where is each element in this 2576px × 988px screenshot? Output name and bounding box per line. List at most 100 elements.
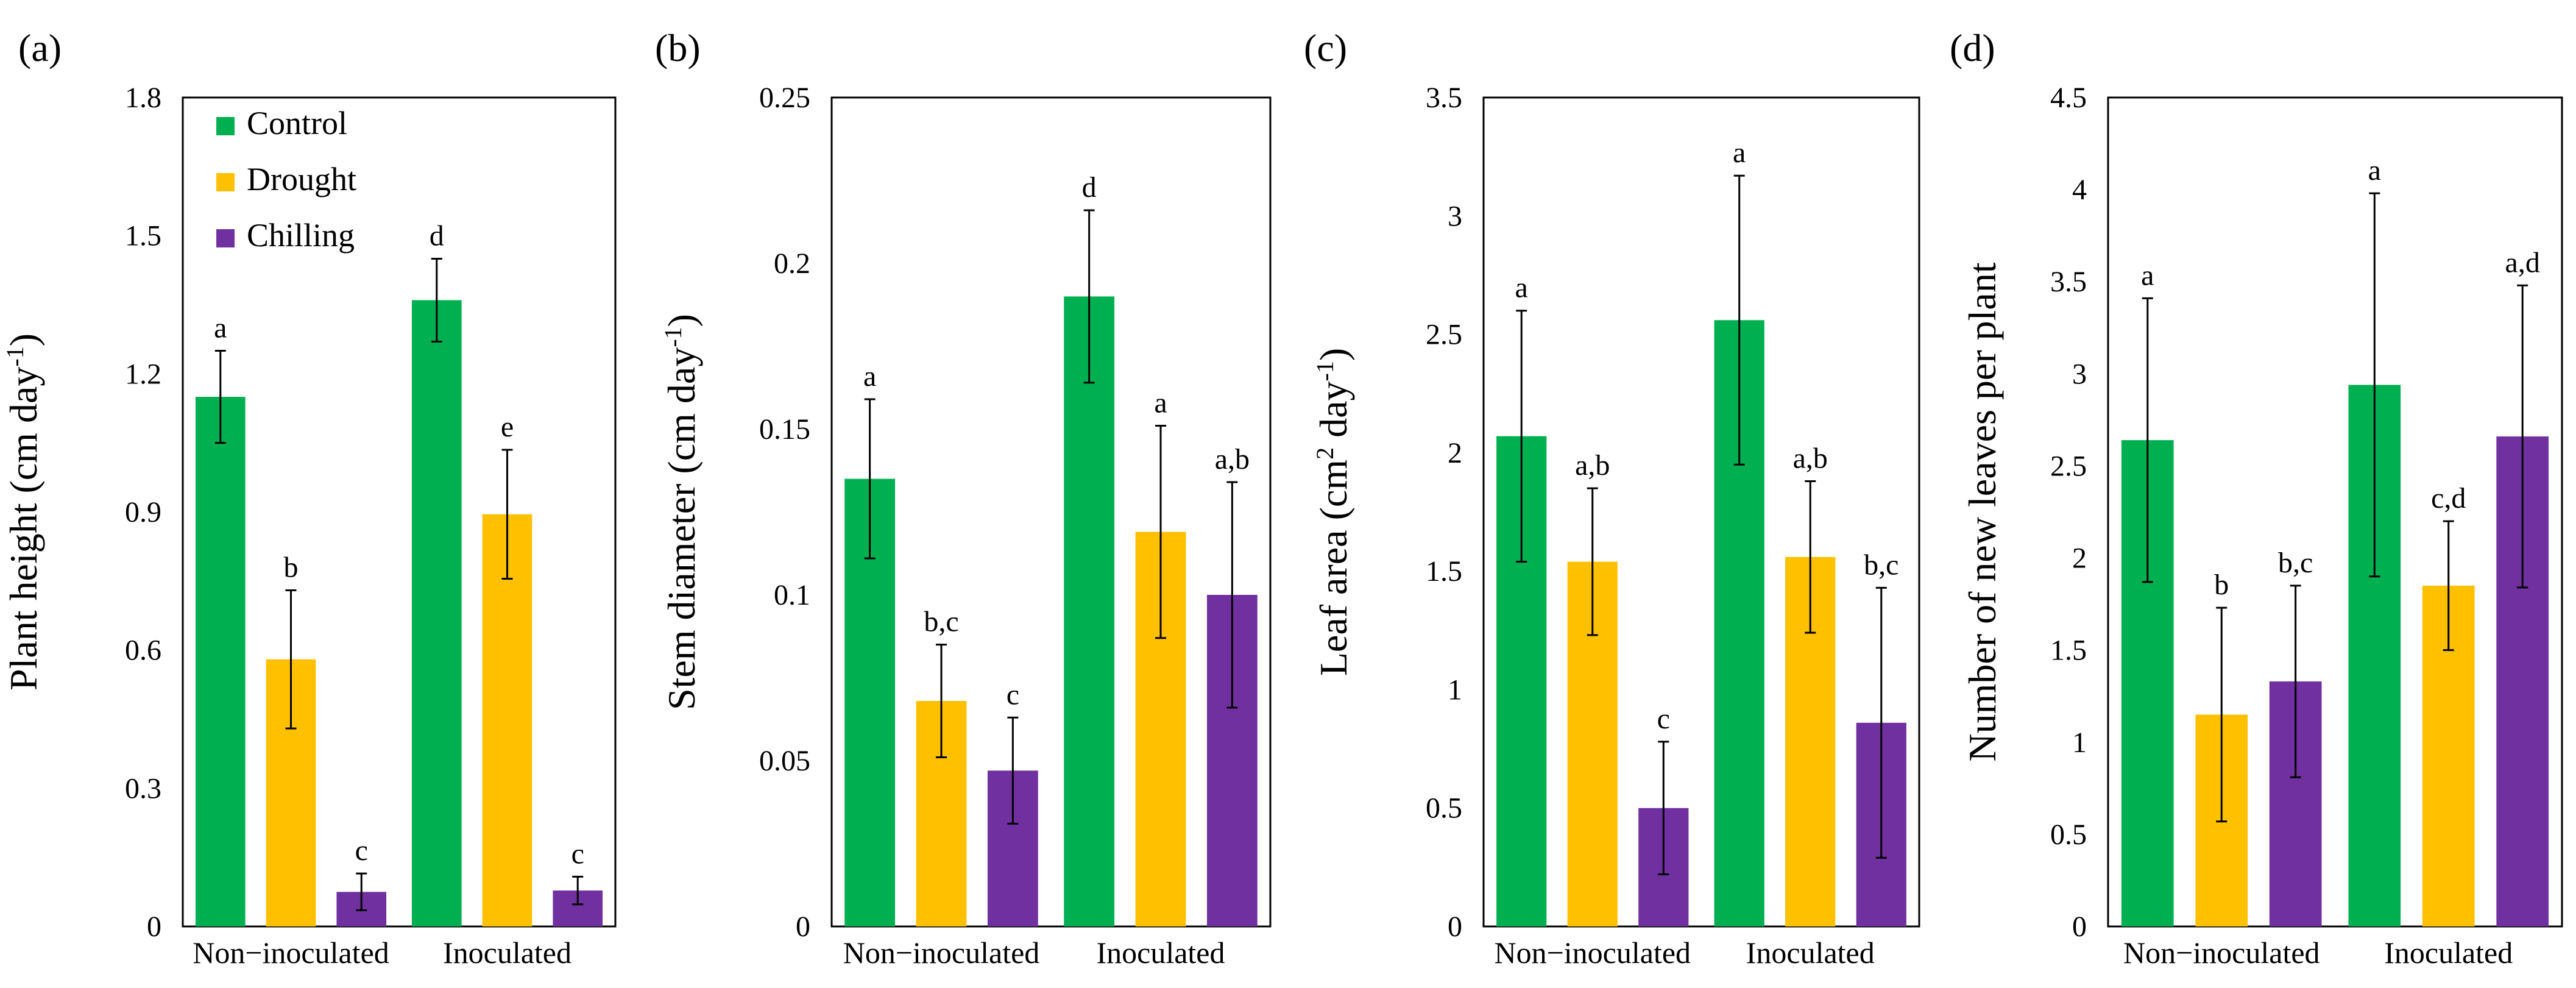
ylabel-sup: -1 — [659, 327, 687, 347]
legend-item-control: Control — [216, 105, 347, 141]
y-tick-label: 2.5 — [1426, 319, 1462, 351]
ylabel-tail2: ) — [1312, 348, 1355, 361]
category-label-inoculated: Inoculated — [1096, 936, 1225, 970]
y-tick-label: 2 — [1448, 437, 1462, 469]
legend-swatch — [216, 117, 235, 135]
category-label-inoculated: Inoculated — [2384, 936, 2513, 970]
significance-label: a,b — [1575, 449, 1610, 482]
y-tick-label: 0.2 — [774, 247, 810, 280]
y-tick-label: 1.2 — [125, 358, 161, 390]
significance-label: d — [430, 219, 444, 252]
legend-label: Control — [247, 105, 347, 141]
ylabel-sup2: -1 — [1311, 361, 1339, 381]
y-tick-label: 0.05 — [759, 745, 810, 777]
ylabel: Number of new leaves per plant — [1961, 262, 2004, 761]
ylabel: Plant height (cm day — [2, 367, 45, 691]
significance-label: c — [571, 837, 584, 870]
y-axis-label: Number of new leaves per plant — [1961, 262, 2004, 761]
significance-label: a,d — [2505, 246, 2540, 279]
category-label-non-inoculated: Non−inoculated — [193, 936, 389, 970]
y-tick-label: 4 — [2072, 174, 2087, 206]
significance-label: c,d — [2431, 482, 2466, 514]
panel-d: (d) 0 0.5 1 1.5 2 2.5 3 3.5 4 4.5 Number of new lea… — [1950, 26, 2563, 970]
significance-label: a — [1154, 387, 1167, 419]
legend-label: Chilling — [247, 217, 355, 254]
y-tick-label: 3.5 — [2050, 266, 2087, 298]
y-tick-label: 0.3 — [125, 772, 161, 805]
panel-label: (a) — [18, 26, 62, 69]
category-label-inoculated: Inoculated — [1746, 936, 1875, 970]
y-tick-label: 2 — [2072, 542, 2087, 575]
y-tick-label: 3 — [1448, 200, 1462, 232]
y-tick-label: 0.9 — [125, 496, 161, 528]
significance-label: c — [1007, 678, 1019, 711]
legend-swatch — [216, 229, 235, 247]
y-tick-label: 3 — [2072, 358, 2087, 390]
significance-label: a — [863, 360, 876, 393]
significance-label: d — [1082, 171, 1097, 204]
significance-label: a,b — [1793, 442, 1828, 474]
significance-label: b,c — [2278, 547, 2313, 579]
panels: (a) 0 0.3 0.6 0.9 1.2 1.5 1.8 Plant height (cm d… — [1, 26, 2563, 970]
significance-label: a — [1733, 137, 1746, 169]
ylabel: Leaf area (cm — [1312, 460, 1355, 676]
category-label-non-inoculated: Non−inoculated — [2123, 936, 2320, 970]
y-axis-label: Plant height (cm day-1) — [1, 333, 45, 691]
y-tick-label: 0.15 — [759, 413, 810, 446]
significance-label: a,b — [1215, 443, 1250, 475]
ylabel-tail: ) — [2, 333, 45, 346]
bar-control-inoculated — [1064, 296, 1115, 926]
plot-frame — [830, 96, 1272, 928]
y-tick-label: 1 — [2072, 727, 2087, 759]
legend-swatch — [216, 173, 235, 191]
ylabel: Stem diameter (cm day — [660, 347, 703, 710]
y-tick-label: 0.25 — [759, 82, 810, 114]
y-tick-label: 0.6 — [125, 634, 161, 667]
y-axis-label: Leaf area (cm2 day-1) — [1311, 348, 1355, 676]
y-tick-label: 2.5 — [2050, 450, 2087, 482]
panel-label: (d) — [1950, 26, 1995, 69]
panel-b: (b) 0 0.05 0.1 0.15 0.2 0.25 Stem diameter (cm … — [655, 26, 1272, 970]
y-tick-label: 0 — [1448, 911, 1462, 943]
plot-frame — [182, 96, 617, 928]
ylabel-tail: day — [1312, 381, 1355, 447]
y-tick-label: 1.5 — [1426, 555, 1462, 588]
y-tick-label: 4.5 — [2050, 82, 2087, 114]
y-tick-label: 0 — [147, 911, 161, 943]
y-tick-label: 1.8 — [125, 82, 161, 114]
y-axis-label: Stem diameter (cm day-1) — [659, 314, 703, 710]
significance-label: b — [284, 551, 299, 583]
significance-label: c — [1657, 703, 1670, 735]
y-tick-label: 0.1 — [774, 579, 810, 611]
bar-control-inoculated — [411, 300, 462, 926]
panel-a: (a) 0 0.3 0.6 0.9 1.2 1.5 1.8 Plant height (cm d… — [1, 26, 617, 970]
significance-label: b — [2214, 569, 2229, 601]
significance-label: a — [214, 312, 227, 344]
significance-label: e — [501, 411, 514, 443]
panel-label: (c) — [1304, 26, 1347, 69]
significance-label: a — [2368, 154, 2381, 187]
category-label-non-inoculated: Non−inoculated — [843, 936, 1040, 970]
legend-label: Drought — [247, 161, 356, 197]
y-tick-label: 1.5 — [125, 220, 161, 252]
ylabel-tail: ) — [660, 314, 703, 327]
panel-label: (b) — [655, 26, 701, 69]
y-tick-label: 0.5 — [2050, 819, 2087, 851]
significance-label: a — [1515, 272, 1528, 304]
significance-label: a — [2141, 259, 2154, 291]
legend: Control Drought Chilling — [216, 105, 356, 254]
y-tick-label: 0.5 — [1426, 792, 1462, 825]
plot-frame — [2107, 96, 2563, 928]
legend-item-drought: Drought — [216, 161, 356, 197]
legend-item-chilling: Chilling — [216, 217, 355, 254]
bar-control-non-inoculated — [195, 397, 246, 926]
y-tick-label: 0 — [796, 911, 810, 943]
plot-frame — [1482, 96, 1920, 928]
y-tick-label: 0 — [2072, 911, 2087, 943]
y-tick-label: 1 — [1448, 673, 1462, 706]
ylabel-sup: 2 — [1311, 447, 1339, 460]
y-tick-label: 3.5 — [1426, 82, 1462, 114]
bar-drought-inoculated — [482, 514, 533, 926]
